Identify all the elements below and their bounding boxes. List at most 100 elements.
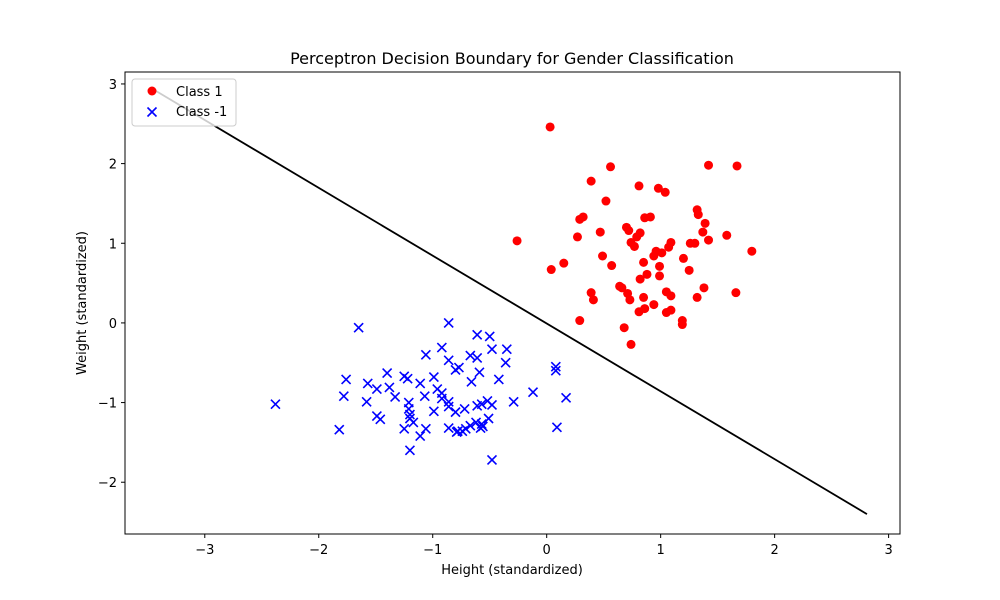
point-class-1 bbox=[586, 288, 596, 298]
y-tick-label: 2 bbox=[109, 158, 117, 173]
point-class-1 bbox=[624, 226, 634, 236]
point-class-1 bbox=[698, 227, 708, 237]
legend-box bbox=[131, 78, 237, 127]
point-class-minus-1 bbox=[550, 365, 561, 376]
point-class-minus-1 bbox=[375, 414, 386, 425]
point-class-1 bbox=[666, 305, 676, 315]
point-class-1 bbox=[645, 212, 655, 222]
point-class-1 bbox=[617, 283, 627, 293]
point-class-minus-1 bbox=[486, 454, 498, 465]
point-class-minus-1 bbox=[399, 423, 410, 434]
point-class-minus-1 bbox=[484, 331, 495, 342]
point-class-1 bbox=[598, 251, 608, 261]
point-class-1 bbox=[704, 235, 714, 245]
point-class-minus-1 bbox=[472, 352, 483, 364]
point-class-1 bbox=[619, 323, 629, 333]
y-axis-title: Weight (standardized) bbox=[75, 231, 90, 375]
point-class-1 bbox=[660, 187, 670, 197]
point-class-minus-1 bbox=[500, 357, 511, 368]
y-tick-label: −2 bbox=[98, 476, 117, 491]
point-class-1 bbox=[588, 295, 598, 305]
point-class-minus-1 bbox=[450, 407, 461, 418]
point-class-minus-1 bbox=[420, 349, 431, 360]
point-class-minus-1 bbox=[472, 400, 483, 411]
point-class-1 bbox=[722, 230, 732, 240]
legend-marker-class-1 bbox=[147, 86, 157, 96]
x-tick-label: 3 bbox=[884, 543, 892, 558]
point-class-1 bbox=[684, 265, 694, 275]
point-class-minus-1 bbox=[415, 430, 426, 442]
legend-label-class-1: Class 1 bbox=[176, 85, 223, 100]
point-class-1 bbox=[649, 300, 659, 310]
point-class-minus-1 bbox=[382, 368, 393, 379]
x-tick-label: −1 bbox=[423, 543, 442, 558]
point-class-1 bbox=[655, 261, 665, 271]
point-class-1 bbox=[632, 232, 642, 242]
point-class-minus-1 bbox=[415, 378, 426, 389]
point-class-minus-1 bbox=[550, 361, 561, 372]
point-class-minus-1 bbox=[384, 382, 395, 393]
point-class-minus-1 bbox=[561, 392, 572, 403]
point-class-minus-1 bbox=[465, 420, 476, 431]
point-class-minus-1 bbox=[477, 421, 488, 432]
point-class-1 bbox=[731, 288, 741, 298]
point-class-1 bbox=[704, 160, 714, 170]
point-class-1 bbox=[559, 258, 569, 268]
point-class-1 bbox=[625, 295, 635, 305]
point-class-1 bbox=[692, 292, 702, 302]
y-tick-label: 0 bbox=[109, 317, 117, 332]
point-class-minus-1 bbox=[443, 401, 454, 412]
point-class-minus-1 bbox=[371, 383, 382, 395]
point-class-1 bbox=[595, 227, 605, 237]
y-tick-label: 1 bbox=[109, 237, 117, 252]
point-class-1 bbox=[699, 283, 709, 293]
point-class-minus-1 bbox=[361, 396, 372, 407]
point-class-minus-1 bbox=[338, 391, 349, 402]
point-class-1 bbox=[732, 161, 742, 171]
point-class-minus-1 bbox=[465, 350, 476, 361]
point-class-1 bbox=[546, 265, 556, 275]
x-tick-label: 2 bbox=[770, 543, 778, 558]
point-class-minus-1 bbox=[466, 376, 477, 387]
point-class-minus-1 bbox=[334, 424, 345, 435]
point-class-1 bbox=[635, 274, 645, 284]
point-class-1 bbox=[639, 292, 649, 302]
point-class-minus-1 bbox=[428, 372, 439, 383]
point-class-minus-1 bbox=[341, 374, 352, 385]
point-class-minus-1 bbox=[486, 344, 498, 355]
point-class-1 bbox=[601, 196, 611, 206]
point-class-1 bbox=[629, 241, 639, 251]
point-class-minus-1 bbox=[551, 422, 563, 433]
point-class-1 bbox=[626, 339, 636, 349]
point-class-minus-1 bbox=[362, 378, 373, 389]
point-class-1 bbox=[634, 181, 644, 191]
point-class-1 bbox=[572, 232, 582, 242]
point-class-minus-1 bbox=[428, 406, 439, 417]
point-class-minus-1 bbox=[390, 391, 401, 403]
point-class-minus-1 bbox=[472, 329, 483, 340]
legend: Class 1 Class -1 bbox=[131, 78, 237, 127]
point-class-1 bbox=[677, 320, 687, 330]
point-class-1 bbox=[545, 122, 555, 132]
point-class-1 bbox=[666, 291, 676, 301]
point-class-1 bbox=[578, 212, 588, 222]
point-class-minus-1 bbox=[408, 417, 419, 428]
point-class-1 bbox=[664, 242, 674, 252]
point-class-1 bbox=[700, 218, 710, 228]
x-tick-label: −3 bbox=[195, 543, 214, 558]
point-class-minus-1 bbox=[501, 344, 512, 355]
point-class-minus-1 bbox=[493, 374, 504, 385]
chart-title: Perceptron Decision Boundary for Gender … bbox=[290, 49, 734, 68]
decision-boundary-line bbox=[153, 88, 868, 515]
point-class-1 bbox=[606, 162, 616, 172]
point-class-1 bbox=[575, 316, 585, 326]
point-class-minus-1 bbox=[483, 413, 494, 424]
point-class-minus-1 bbox=[404, 409, 415, 420]
point-class-1 bbox=[607, 261, 617, 271]
point-class-minus-1 bbox=[486, 399, 498, 411]
point-class-minus-1 bbox=[450, 364, 461, 375]
point-class-1 bbox=[642, 269, 652, 279]
x-tick-label: 0 bbox=[543, 543, 551, 558]
point-class-1 bbox=[693, 210, 703, 220]
point-class-minus-1 bbox=[404, 445, 415, 456]
